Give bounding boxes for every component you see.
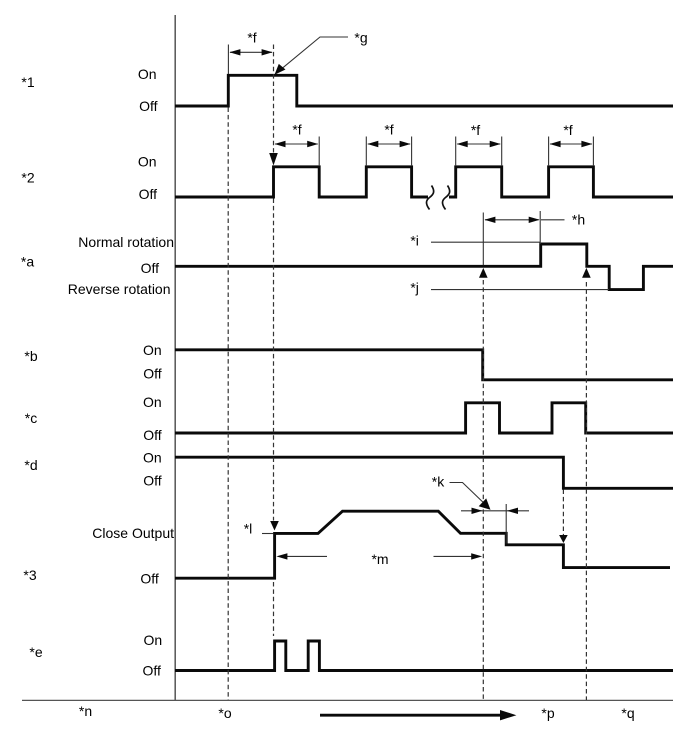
svg-text:Off: Off xyxy=(141,260,160,276)
svg-text:*i: *i xyxy=(410,233,419,249)
svg-text:*d: *d xyxy=(24,457,37,473)
svg-text:Off: Off xyxy=(139,98,158,114)
svg-text:On: On xyxy=(138,153,157,169)
svg-text:*f: *f xyxy=(292,122,301,138)
svg-text:*3: *3 xyxy=(23,567,36,583)
svg-text:*1: *1 xyxy=(21,74,34,90)
svg-text:Reverse rotation: Reverse rotation xyxy=(68,281,171,297)
svg-text:*f: *f xyxy=(563,122,572,138)
svg-text:On: On xyxy=(138,66,157,82)
svg-text:*b: *b xyxy=(24,348,37,364)
svg-text:*e: *e xyxy=(29,644,42,660)
svg-text:*f: *f xyxy=(471,122,480,138)
svg-text:*m: *m xyxy=(371,551,388,567)
svg-text:*n: *n xyxy=(79,703,92,719)
svg-text:On: On xyxy=(144,632,163,648)
svg-text:*2: *2 xyxy=(21,170,34,186)
svg-text:Off: Off xyxy=(143,427,162,443)
svg-text:*k: *k xyxy=(432,474,445,490)
svg-text:*o: *o xyxy=(218,705,231,721)
svg-text:*l: *l xyxy=(244,521,253,537)
svg-text:*p: *p xyxy=(541,705,554,721)
svg-text:Off: Off xyxy=(143,472,162,488)
svg-text:*c: *c xyxy=(25,410,37,426)
svg-text:Off: Off xyxy=(143,366,162,382)
svg-text:Normal rotation: Normal rotation xyxy=(78,234,174,250)
svg-text:*f: *f xyxy=(247,29,256,45)
svg-text:Off: Off xyxy=(139,186,158,202)
svg-text:Close Output: Close Output xyxy=(92,525,174,541)
svg-text:Off: Off xyxy=(140,571,159,587)
svg-text:*q: *q xyxy=(621,705,634,721)
svg-text:Off: Off xyxy=(142,662,161,678)
svg-text:On: On xyxy=(143,450,162,466)
svg-text:On: On xyxy=(143,394,162,410)
svg-text:*j: *j xyxy=(410,280,419,296)
svg-text:*h: *h xyxy=(572,212,585,228)
svg-text:*a: *a xyxy=(21,254,34,270)
svg-text:*f: *f xyxy=(384,122,393,138)
svg-text:On: On xyxy=(143,342,162,358)
svg-text:*g: *g xyxy=(354,29,367,45)
